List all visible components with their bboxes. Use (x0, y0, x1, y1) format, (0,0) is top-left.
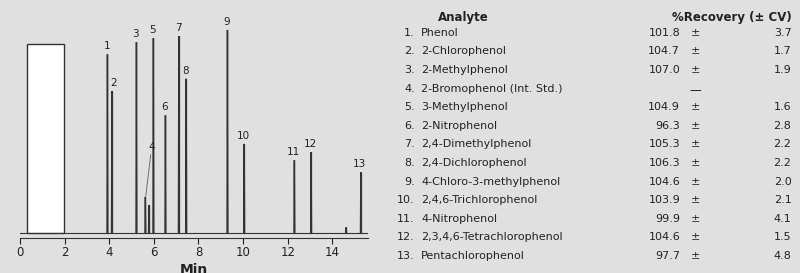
Text: 12: 12 (303, 139, 317, 149)
Text: 1.7: 1.7 (774, 46, 791, 57)
Text: 1: 1 (104, 41, 110, 51)
Text: 2,4-Dimethylphenol: 2,4-Dimethylphenol (422, 139, 531, 149)
Text: 7.: 7. (404, 139, 415, 149)
Text: 99.9: 99.9 (655, 214, 680, 224)
Polygon shape (310, 152, 311, 233)
Text: 2,4,6-Trichlorophenol: 2,4,6-Trichlorophenol (422, 195, 538, 205)
Polygon shape (153, 38, 154, 233)
Text: 6: 6 (162, 102, 168, 112)
Text: ±: ± (690, 102, 700, 112)
Text: —: — (690, 84, 701, 97)
Text: ±: ± (690, 214, 700, 224)
Text: 2.1: 2.1 (774, 195, 791, 205)
Text: 13.: 13. (397, 251, 415, 261)
Polygon shape (149, 205, 150, 233)
Text: 8: 8 (182, 66, 189, 76)
Text: 105.3: 105.3 (649, 139, 680, 149)
Text: ±: ± (690, 121, 700, 131)
Polygon shape (136, 42, 137, 233)
Text: 1.5: 1.5 (774, 232, 791, 242)
Polygon shape (361, 172, 362, 233)
Text: 12.: 12. (397, 232, 415, 242)
Text: 2: 2 (110, 78, 117, 88)
Text: %Recovery (± CV): %Recovery (± CV) (672, 11, 791, 24)
Text: 1.9: 1.9 (774, 65, 791, 75)
Text: 2-Nitrophenol: 2-Nitrophenol (422, 121, 498, 131)
Text: 10: 10 (237, 131, 250, 141)
Text: 7: 7 (174, 23, 182, 33)
Text: 9: 9 (223, 17, 230, 27)
Text: 2,3,4,6-Tetrachlorophenol: 2,3,4,6-Tetrachlorophenol (422, 232, 563, 242)
Text: 10.: 10. (397, 195, 415, 205)
Polygon shape (165, 115, 166, 233)
Text: Analyte: Analyte (438, 11, 489, 24)
Polygon shape (111, 91, 112, 233)
Text: 103.9: 103.9 (649, 195, 680, 205)
Text: ±: ± (690, 139, 700, 149)
Text: ±: ± (690, 232, 700, 242)
Polygon shape (107, 54, 108, 233)
Polygon shape (145, 197, 146, 233)
Text: ±: ± (690, 177, 700, 186)
Text: 101.8: 101.8 (649, 28, 680, 38)
Text: 8.: 8. (404, 158, 415, 168)
Text: 104.9: 104.9 (648, 102, 680, 112)
Text: 3.7: 3.7 (774, 28, 791, 38)
Text: 106.3: 106.3 (649, 158, 680, 168)
Text: ±: ± (690, 28, 700, 38)
Text: 2.: 2. (404, 46, 415, 57)
Polygon shape (244, 144, 245, 233)
Text: 6.: 6. (404, 121, 415, 131)
Text: 2-Methylphenol: 2-Methylphenol (422, 65, 508, 75)
Text: Phenol: Phenol (422, 28, 459, 38)
Text: 4.: 4. (404, 84, 415, 94)
Text: Pentachlorophenol: Pentachlorophenol (422, 251, 525, 261)
Text: 4.1: 4.1 (774, 214, 791, 224)
Text: 11.: 11. (397, 214, 415, 224)
Text: 5: 5 (149, 25, 155, 35)
Text: 2.0: 2.0 (774, 177, 791, 186)
Text: 3-Methylphenol: 3-Methylphenol (422, 102, 508, 112)
X-axis label: Min: Min (180, 263, 208, 273)
Text: 5.: 5. (404, 102, 415, 112)
Text: 104.6: 104.6 (649, 177, 680, 186)
Text: 2,4-Dichlorophenol: 2,4-Dichlorophenol (422, 158, 527, 168)
FancyBboxPatch shape (26, 44, 63, 233)
Text: ±: ± (690, 158, 700, 168)
Text: 107.0: 107.0 (649, 65, 680, 75)
Text: 11: 11 (286, 147, 300, 157)
Text: 2-Chlorophenol: 2-Chlorophenol (422, 46, 506, 57)
Text: ±: ± (690, 65, 700, 75)
Polygon shape (227, 30, 228, 233)
Text: 2.8: 2.8 (774, 121, 791, 131)
Polygon shape (178, 36, 179, 233)
Text: 4: 4 (146, 142, 155, 196)
Text: 2.2: 2.2 (774, 139, 791, 149)
Text: 104.6: 104.6 (649, 232, 680, 242)
Text: 97.7: 97.7 (655, 251, 680, 261)
Text: ±: ± (690, 251, 700, 261)
Text: 1.6: 1.6 (774, 102, 791, 112)
Text: 3.: 3. (404, 65, 415, 75)
Text: 2.2: 2.2 (774, 158, 791, 168)
Text: 1.: 1. (404, 28, 415, 38)
Text: 4.8: 4.8 (774, 251, 791, 261)
Text: 104.7: 104.7 (648, 46, 680, 57)
Text: 4-Chloro-3-methylphenol: 4-Chloro-3-methylphenol (422, 177, 561, 186)
Text: 3: 3 (132, 29, 139, 39)
Text: ±: ± (690, 46, 700, 57)
Text: 96.3: 96.3 (655, 121, 680, 131)
Text: ±: ± (690, 195, 700, 205)
Text: 2-Bromophenol (Int. Std.): 2-Bromophenol (Int. Std.) (422, 84, 562, 94)
Text: 9.: 9. (404, 177, 415, 186)
Text: 4-Nitrophenol: 4-Nitrophenol (422, 214, 498, 224)
Text: 13: 13 (353, 159, 366, 169)
